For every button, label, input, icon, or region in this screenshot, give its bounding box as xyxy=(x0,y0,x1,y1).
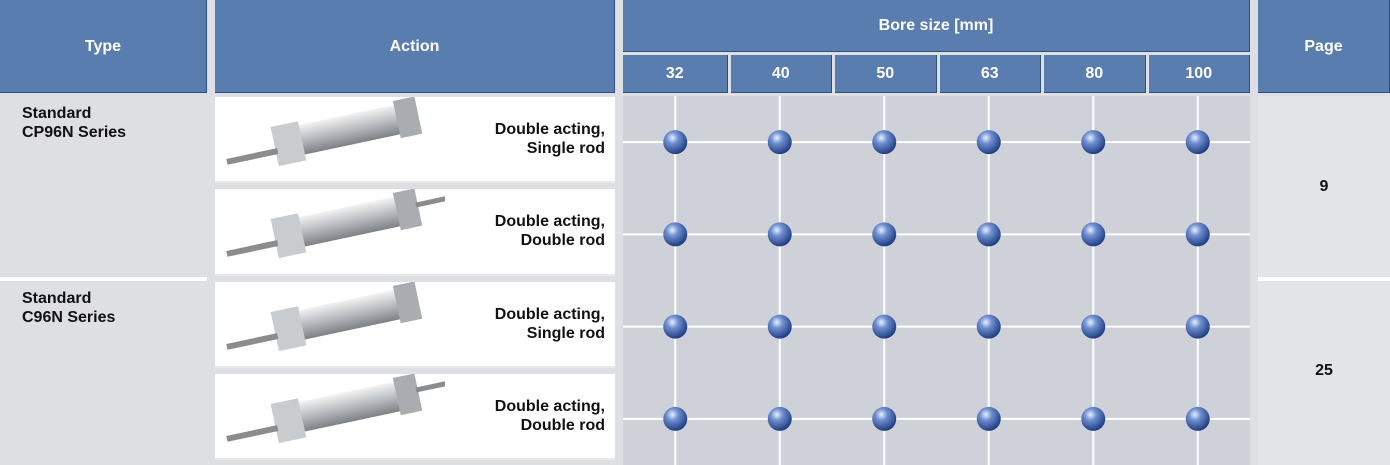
availability-dot xyxy=(1081,314,1106,339)
action-text: Double acting, Double rod xyxy=(495,397,605,435)
bore-grid xyxy=(623,96,1250,465)
action-text: Double acting, Single rod xyxy=(495,305,605,343)
availability-dot xyxy=(767,314,792,339)
availability-dot xyxy=(976,222,1001,247)
type-header: Type xyxy=(0,0,207,93)
product-image xyxy=(226,97,423,167)
action-line: Double rod xyxy=(520,232,605,250)
availability-dot xyxy=(1185,314,1210,339)
type-text: CP96N Series xyxy=(22,124,127,141)
type-text: C96N Series xyxy=(22,308,116,326)
availability-dot xyxy=(1081,222,1106,247)
availability-dot xyxy=(663,130,688,155)
type-cell: Standard C96N Series xyxy=(0,280,207,461)
action-line: Double acting, xyxy=(494,213,605,231)
availability-dot xyxy=(767,406,792,431)
bore-size: 50 xyxy=(876,65,895,82)
action-line: Single rod xyxy=(526,140,605,158)
bore-size-header: 100 xyxy=(1148,55,1250,93)
bore-size: 80 xyxy=(1085,65,1104,82)
availability-dot xyxy=(1081,406,1106,431)
bore-size: 40 xyxy=(771,65,790,82)
page-number: 25 xyxy=(1315,362,1333,380)
type-cell: Standard CP96N Series xyxy=(0,96,207,277)
bore-size-header: 32 xyxy=(623,55,728,93)
availability-dot xyxy=(976,314,1001,339)
availability-dot xyxy=(767,130,792,155)
header-text: Bore size [mm] xyxy=(878,17,994,34)
availability-dot xyxy=(872,222,897,247)
availability-dot xyxy=(872,314,897,339)
header-text: Page xyxy=(1304,37,1343,55)
action-line: Double acting, xyxy=(494,305,605,323)
availability-dot xyxy=(663,406,688,431)
action-text: Double acting, Single rod xyxy=(495,120,605,158)
bore-size: 32 xyxy=(665,65,684,82)
action-line: Single rod xyxy=(526,324,605,342)
availability-dot xyxy=(976,406,1001,431)
action-line: Double rod xyxy=(520,416,605,434)
availability-dot xyxy=(872,130,897,155)
group-separator xyxy=(0,276,207,281)
availability-dot xyxy=(1185,130,1210,155)
action-text: Double acting, Double rod xyxy=(495,212,605,250)
page-column xyxy=(1258,96,1390,465)
bore-size: 100 xyxy=(1185,65,1213,82)
action-cell: Double acting, Single rod xyxy=(215,97,615,184)
product-image xyxy=(226,189,445,259)
availability-dot xyxy=(976,130,1001,155)
availability-dot xyxy=(872,406,897,431)
bore-size-header: 80 xyxy=(1044,55,1146,93)
page-cell: 9 xyxy=(1258,96,1390,277)
type-text: Standard xyxy=(22,289,92,307)
header-text: Type xyxy=(84,37,122,55)
action-cell: Double acting, Single rod xyxy=(215,281,615,368)
action-line: Double acting, xyxy=(494,121,605,139)
page-header: Page xyxy=(1258,0,1390,93)
availability-dot xyxy=(1081,130,1106,155)
bore-size-header: 50 xyxy=(835,55,937,93)
availability-dot xyxy=(1185,406,1210,431)
bore-header: Bore size [mm] xyxy=(623,0,1250,52)
header-text: Action xyxy=(389,37,440,55)
action-line: Double acting, xyxy=(494,397,605,415)
product-image xyxy=(226,373,445,443)
availability-dot xyxy=(767,222,792,247)
availability-dot xyxy=(1185,222,1210,247)
grid-lines xyxy=(623,96,1250,465)
product-image xyxy=(226,281,423,351)
action-cell: Double acting, Double rod xyxy=(215,189,615,276)
page-number: 9 xyxy=(1319,177,1329,195)
action-cell: Double acting, Double rod xyxy=(215,373,615,460)
availability-dot xyxy=(663,314,688,339)
page-cell: 25 xyxy=(1258,281,1390,462)
bore-size-header: 40 xyxy=(730,55,832,93)
action-header: Action xyxy=(215,0,615,93)
type-text: Standard xyxy=(22,105,92,122)
group-separator xyxy=(1258,276,1390,281)
bore-size: 63 xyxy=(980,65,999,82)
bore-size-header: 63 xyxy=(939,55,1041,93)
availability-dot xyxy=(663,222,688,247)
